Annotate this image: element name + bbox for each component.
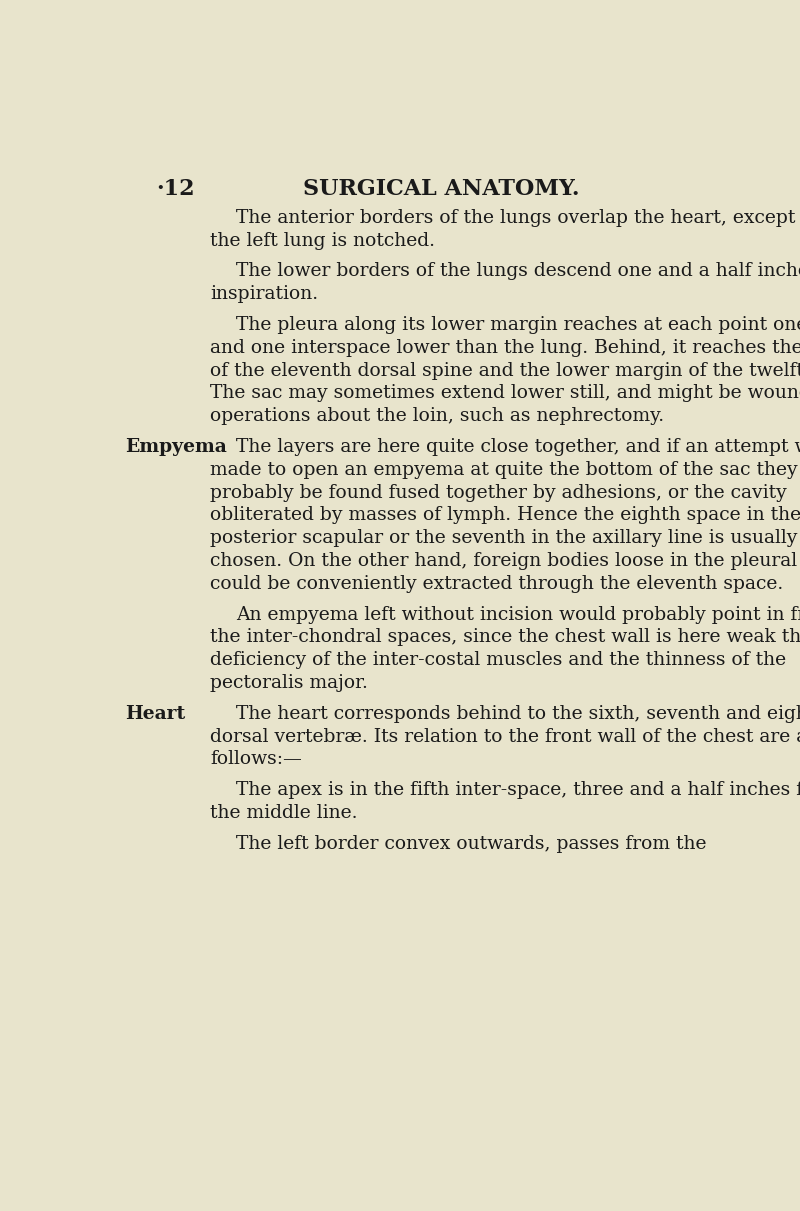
Text: the left lung is notched.: the left lung is notched.: [210, 231, 435, 249]
Text: Heart: Heart: [125, 705, 185, 723]
Text: made to open an empyema at quite the bottom of the sac they would: made to open an empyema at quite the bot…: [210, 461, 800, 478]
Text: The anterior borders of the lungs overlap the heart, except where: The anterior borders of the lungs overla…: [237, 208, 800, 226]
Text: the middle line.: the middle line.: [210, 804, 358, 822]
Text: The pleura along its lower margin reaches at each point one rib: The pleura along its lower margin reache…: [237, 316, 800, 334]
Text: the inter-chondral spaces, since the chest wall is here weak through: the inter-chondral spaces, since the che…: [210, 629, 800, 647]
Text: pectoralis major.: pectoralis major.: [210, 675, 368, 691]
Text: inspiration.: inspiration.: [210, 285, 318, 303]
Text: chosen. On the other hand, foreign bodies loose in the pleural cavity: chosen. On the other hand, foreign bodie…: [210, 552, 800, 570]
Text: SURGICAL ANATOMY.: SURGICAL ANATOMY.: [302, 178, 579, 200]
Text: The lower borders of the lungs descend one and a half inches in: The lower borders of the lungs descend o…: [237, 263, 800, 280]
Text: The left border convex outwards, passes from the: The left border convex outwards, passes …: [237, 834, 707, 853]
Text: could be conveniently extracted through the eleventh space.: could be conveniently extracted through …: [210, 575, 784, 593]
Text: follows:—: follows:—: [210, 751, 302, 769]
Text: The layers are here quite close together, and if an attempt were: The layers are here quite close together…: [237, 438, 800, 457]
Text: obliterated by masses of lymph. Hence the eighth space in the: obliterated by masses of lymph. Hence th…: [210, 506, 800, 524]
Text: The sac may sometimes extend lower still, and might be wounded in: The sac may sometimes extend lower still…: [210, 384, 800, 402]
Text: posterior scapular or the seventh in the axillary line is usually: posterior scapular or the seventh in the…: [210, 529, 798, 547]
Text: deficiency of the inter-costal muscles and the thinness of the: deficiency of the inter-costal muscles a…: [210, 652, 786, 670]
Text: An empyema left without incision would probably point in front in: An empyema left without incision would p…: [237, 606, 800, 624]
Text: probably be found fused together by adhesions, or the cavity: probably be found fused together by adhe…: [210, 483, 787, 501]
Text: Empyema: Empyema: [125, 438, 226, 457]
Text: The apex is in the fifth inter-space, three and a half inches from: The apex is in the fifth inter-space, th…: [237, 781, 800, 799]
Text: and one interspace lower than the lung. Behind, it reaches the level: and one interspace lower than the lung. …: [210, 339, 800, 357]
Text: of the eleventh dorsal spine and the lower margin of the twelfth rib.: of the eleventh dorsal spine and the low…: [210, 362, 800, 379]
Text: ·12: ·12: [156, 178, 194, 200]
Text: The heart corresponds behind to the sixth, seventh and eighth: The heart corresponds behind to the sixt…: [237, 705, 800, 723]
Text: dorsal vertebræ. Its relation to the front wall of the chest are as: dorsal vertebræ. Its relation to the fro…: [210, 728, 800, 746]
Text: operations about the loin, such as nephrectomy.: operations about the loin, such as nephr…: [210, 407, 665, 425]
